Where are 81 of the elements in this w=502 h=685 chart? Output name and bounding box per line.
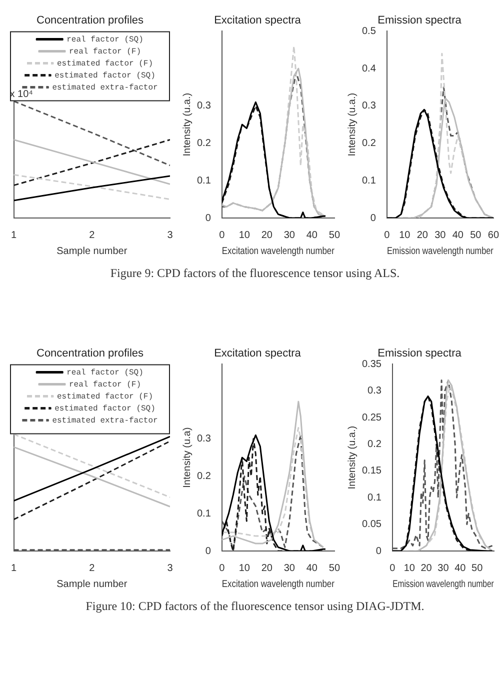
x-tick-label: 30 — [284, 562, 296, 574]
x-tick-label: 30 — [284, 230, 296, 241]
x-axis-title: Emission wavelength number — [386, 244, 494, 256]
y-axis-title: Intensity (u.a.) — [346, 92, 358, 156]
y-tick-label: 0.3 — [368, 386, 382, 397]
x-tick-label: 50 — [328, 562, 340, 574]
x-tick-label: 50 — [470, 230, 482, 241]
x-tick-label: 30 — [438, 562, 450, 574]
x-tick-label: 10 — [238, 562, 250, 574]
x-tick-label: 20 — [416, 230, 428, 241]
y-tick-label: 0 — [376, 546, 382, 557]
chart-title: Emission spectra — [378, 348, 462, 360]
x-tick-label: 40 — [306, 562, 318, 574]
legend-label: real factor (SQ) — [66, 368, 144, 378]
x-tick-label: 1 — [11, 230, 17, 241]
y-tick-label: 0.2 — [362, 138, 376, 150]
legend-label: real factor (SQ) — [66, 35, 144, 44]
y-tick-label: 0.2 — [368, 439, 382, 450]
y-tick-label: 0.3 — [196, 100, 212, 112]
y-tick-label: 0.1 — [362, 175, 376, 186]
x-tick-label: 1 — [11, 562, 17, 574]
y-tick-label: 0.15 — [362, 466, 382, 477]
y-tick-label: 0.1 — [196, 175, 212, 186]
chart-title: Excitation spectra — [214, 348, 302, 360]
x-tick-label: 30 — [434, 230, 446, 241]
legend-label: estimated extra-factor — [52, 83, 158, 92]
legend-label: estimated factor (SQ) — [54, 71, 156, 80]
x-axis-title: Excitation wavelength number — [222, 245, 334, 256]
legend-label: estimated factor (F) — [56, 59, 154, 68]
x-tick-label: 40 — [452, 230, 464, 241]
x-axis-title: Sample number — [56, 246, 128, 257]
x-tick-label: 0 — [219, 562, 226, 574]
chart-title: Excitation spectra — [214, 14, 302, 27]
x-tick-label: 3 — [167, 562, 174, 574]
y-tick-label: 0.2 — [196, 471, 212, 482]
chart-title: Concentration profiles — [36, 348, 144, 360]
x-tick-label: 3 — [167, 230, 174, 241]
legend-label: estimated factor (F) — [56, 392, 154, 402]
y-tick-label: 0.05 — [362, 519, 382, 530]
y-tick-label: 0.5 — [362, 26, 376, 37]
chart-title: Emission spectra — [378, 14, 462, 27]
x-tick-label: 10 — [404, 562, 416, 574]
y-tick-label: 0.2 — [196, 138, 212, 150]
x-axis-title: Excitation wavelength number — [222, 578, 334, 589]
x-tick-label: 50 — [328, 230, 340, 241]
x-tick-label: 40 — [454, 562, 466, 574]
y-tick-label: 0.35 — [362, 358, 382, 370]
x-tick-label: 40 — [306, 230, 318, 241]
x-tick-label: 2 — [89, 230, 96, 241]
y-tick-label: 0 — [370, 212, 376, 224]
y-tick-label: 0.4 — [362, 63, 376, 74]
y-tick-label: 0.25 — [362, 412, 382, 424]
x-tick-label: 2 — [89, 562, 96, 574]
x-tick-label: 0 — [384, 230, 390, 241]
caption: Figure 9: CPD factors of the fluorescence tensor using ALS. — [109, 266, 401, 281]
y-tick-label: 0 — [205, 212, 212, 224]
y-tick-label: 0.3 — [196, 434, 212, 445]
legend-label: estimated extra-factor — [52, 416, 158, 426]
x-tick-label: 20 — [261, 562, 273, 574]
caption: Figure 10: CPD factors of the fluorescence tensor using DIAG-JDTM. — [84, 599, 426, 614]
x-axis-title: Emission wavelength number — [392, 578, 494, 589]
y-axis-title: Intensity (u.a.) — [346, 426, 358, 490]
y-tick-label: 0.3 — [362, 100, 376, 112]
y-tick-label: 0.1 — [368, 492, 382, 504]
x-tick-label: 50 — [472, 562, 484, 574]
y-tick-label: 0.1 — [196, 508, 212, 520]
y-tick-label: 0 — [205, 546, 212, 557]
x-tick-label: 10 — [399, 230, 411, 241]
x-tick-label: 10 — [238, 230, 250, 241]
x-axis-title: Sample number — [56, 578, 128, 590]
x-tick-label: 0 — [219, 230, 226, 241]
x-tick-label: 60 — [488, 230, 500, 241]
chart-title: Concentration profiles — [36, 14, 144, 27]
legend-label: estimated factor (SQ) — [54, 404, 156, 414]
x-tick-label: 20 — [261, 230, 273, 241]
y-axis-title: Intensity (u.a) — [182, 427, 193, 488]
y-axis-title: Intensity (u.a.) — [182, 92, 193, 156]
x-tick-label: 20 — [420, 562, 432, 574]
x-tick-label: 0 — [390, 562, 396, 574]
legend-label: real factor (F) — [68, 47, 142, 56]
legend-label: real factor (F) — [68, 380, 142, 390]
